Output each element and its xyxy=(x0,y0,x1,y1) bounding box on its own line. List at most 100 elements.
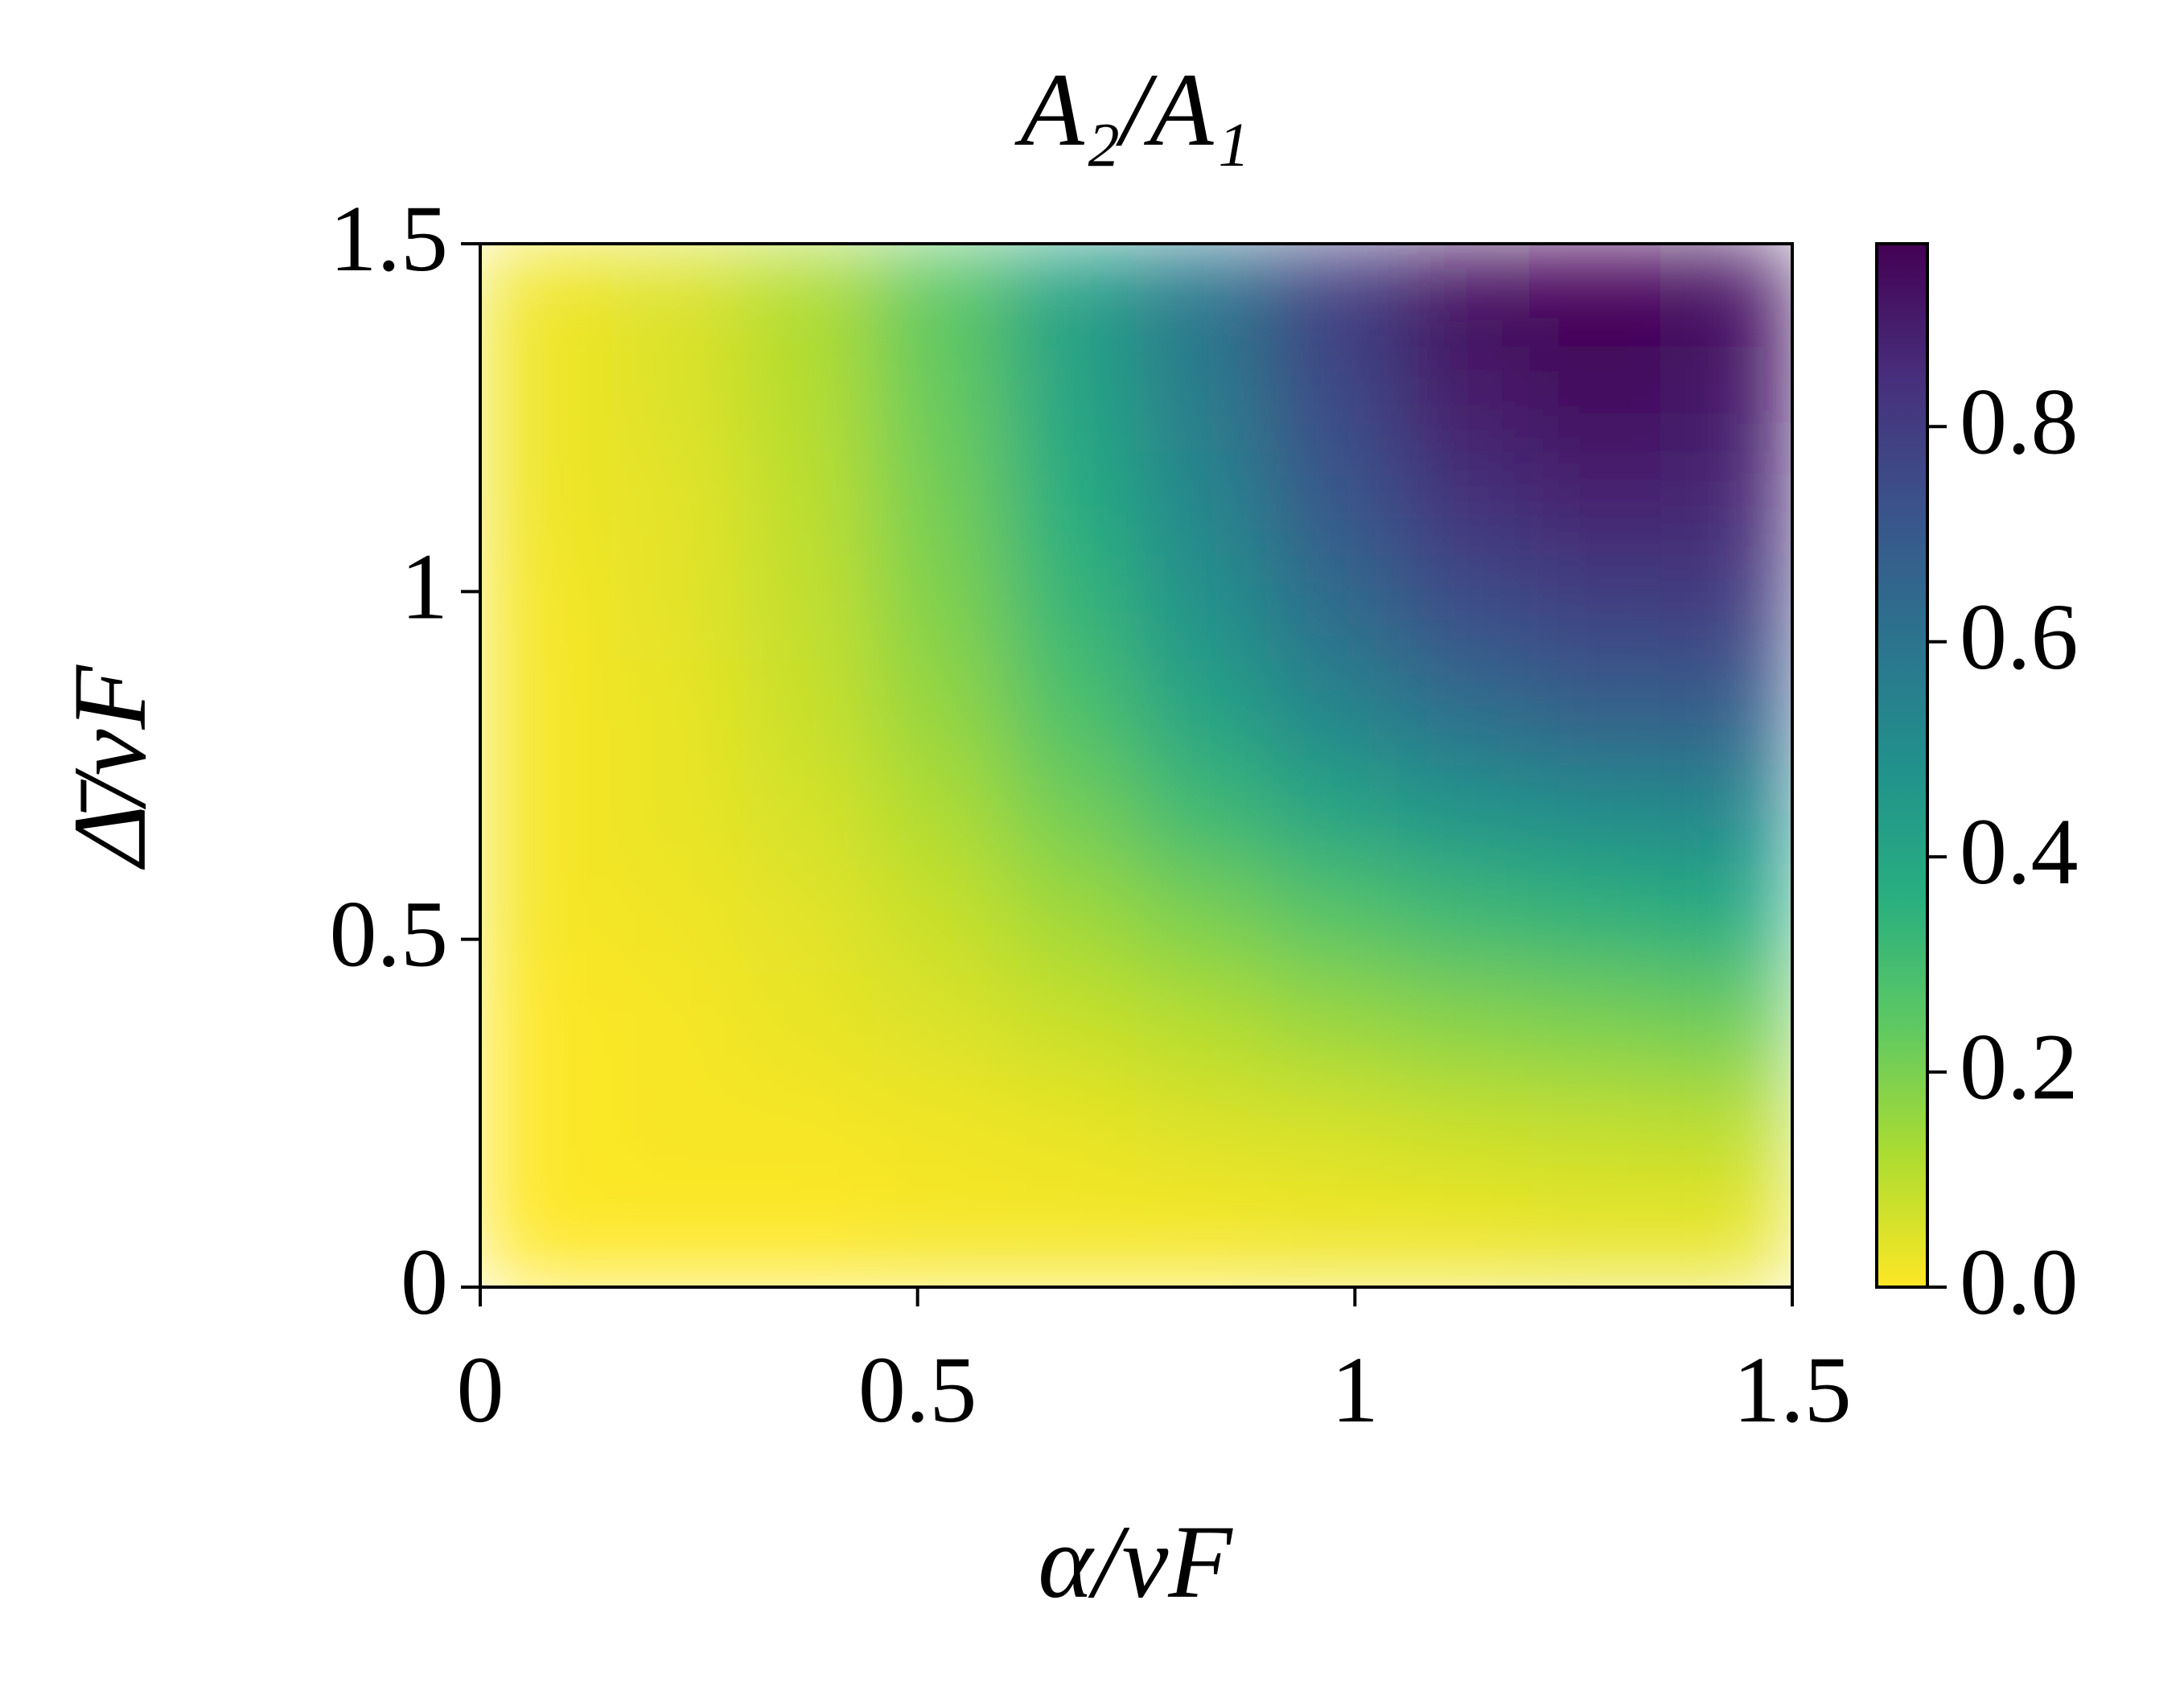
heatmap-cell xyxy=(742,347,875,454)
heatmap-cell xyxy=(1397,556,1531,662)
heatmap-cell xyxy=(611,347,744,454)
heatmap-cell xyxy=(1266,556,1400,662)
heatmap-cell xyxy=(1266,660,1400,767)
heatmap-cell xyxy=(1004,869,1137,975)
heatmap-cell xyxy=(873,1182,1006,1287)
colorbar-tick-label: 0.6 xyxy=(1960,584,2079,689)
y-tick-label: 1.5 xyxy=(330,186,449,291)
colorbar-tick-label: 0.2 xyxy=(1960,1014,2079,1120)
heatmap-cell xyxy=(480,556,613,662)
x-tick-label: 0 xyxy=(457,1337,504,1442)
heatmap-cell xyxy=(742,660,875,767)
heatmap-cell xyxy=(873,347,1006,454)
heatmap-cell xyxy=(873,451,1006,558)
heatmap-cell xyxy=(873,556,1006,662)
heatmap-cell xyxy=(1266,1077,1400,1184)
colorbar xyxy=(1875,242,1929,1289)
heatmap-cell xyxy=(1397,347,1531,454)
heatmap-cell xyxy=(1528,764,1662,871)
heatmap xyxy=(480,244,1792,1287)
heatmap-cell xyxy=(611,660,744,767)
heatmap-cell xyxy=(873,244,1006,349)
heatmap-cell xyxy=(1528,660,1662,767)
y-tick-label: 1 xyxy=(401,533,448,639)
heatmap-cell xyxy=(1266,973,1400,1080)
heatmap-cell xyxy=(742,1077,875,1184)
heatmap-cell xyxy=(1660,347,1792,454)
heatmap-cell xyxy=(1004,1182,1137,1287)
heatmap-cell xyxy=(1135,869,1269,975)
heatmap-cell xyxy=(1528,347,1662,454)
heatmap-cell xyxy=(1397,869,1531,975)
heatmap-cell xyxy=(1266,869,1400,975)
heatmap-cell xyxy=(742,556,875,662)
heatmap-cell xyxy=(1266,451,1400,558)
heatmap-cell xyxy=(1004,1077,1137,1184)
x-tick-label: 1 xyxy=(1331,1337,1379,1442)
heatmap-cell xyxy=(742,973,875,1080)
heatmap-cell xyxy=(1528,973,1662,1080)
heatmap-cell xyxy=(1135,347,1269,454)
heatmap-cell xyxy=(1004,973,1137,1080)
heatmap-cell xyxy=(1660,764,1792,871)
heatmap-cell xyxy=(1397,244,1531,349)
x-tick-label: 1.5 xyxy=(1733,1337,1852,1442)
heatmap-cell xyxy=(1397,764,1531,871)
heatmap-cell xyxy=(1135,660,1269,767)
heatmap-cell xyxy=(873,869,1006,975)
heatmap-cell xyxy=(1266,1182,1400,1287)
heatmap-cell xyxy=(1135,556,1269,662)
heatmap-cell xyxy=(1004,556,1137,662)
heatmap-cell xyxy=(742,244,875,349)
heatmap-cell xyxy=(611,451,744,558)
y-axis-label: Δ̄/vF xyxy=(52,664,168,870)
heatmap-cell xyxy=(611,1077,744,1184)
heatmap-cell xyxy=(1397,451,1531,558)
heatmap-cell xyxy=(611,244,744,349)
heatmap-cell xyxy=(1135,1182,1269,1287)
heatmap-cell xyxy=(1660,973,1792,1080)
heatmap-cell xyxy=(1660,1077,1792,1184)
heatmap-cell xyxy=(480,451,613,558)
heatmap-cell xyxy=(1660,1182,1792,1287)
heatmap-cell xyxy=(1135,1077,1269,1184)
heatmap-cell xyxy=(742,764,875,871)
heatmap-cell xyxy=(1004,347,1137,454)
heatmap-cell xyxy=(742,1182,875,1287)
heatmap-cell xyxy=(1004,660,1137,767)
heatmap-cell xyxy=(1660,244,1792,349)
plot-frame xyxy=(479,242,1794,1289)
x-axis-label: α/vF xyxy=(1038,1504,1233,1620)
heatmap-cell xyxy=(1004,244,1137,349)
heatmap-cell xyxy=(1660,556,1792,662)
heatmap-cell xyxy=(480,869,613,975)
heatmap-cell xyxy=(873,764,1006,871)
heatmap-cell xyxy=(1528,451,1662,558)
y-tick-label: 0 xyxy=(401,1229,448,1335)
heatmap-cell xyxy=(1004,451,1137,558)
chart-title: A₂/A₁ xyxy=(1014,52,1249,168)
heatmap-cell xyxy=(1660,869,1792,975)
heatmap-cell xyxy=(1397,660,1531,767)
heatmap-cell xyxy=(480,764,613,871)
y-tick-label: 0.5 xyxy=(330,882,449,987)
heatmap-cell xyxy=(1397,973,1531,1080)
heatmap-cell xyxy=(873,973,1006,1080)
heatmap-cell xyxy=(611,1182,744,1287)
heatmap-cell xyxy=(1397,1077,1531,1184)
heatmap-cell xyxy=(1266,764,1400,871)
heatmap-cell xyxy=(1528,1182,1662,1287)
heatmap-cell xyxy=(1660,451,1792,558)
heatmap-cell xyxy=(611,973,744,1080)
heatmap-cell xyxy=(1135,973,1269,1080)
heatmap-cell xyxy=(480,1182,613,1287)
heatmap-cell xyxy=(1528,556,1662,662)
heatmap-cell xyxy=(873,660,1006,767)
heatmap-cell xyxy=(1528,1077,1662,1184)
heatmap-cell xyxy=(742,451,875,558)
heatmap-cell xyxy=(611,869,744,975)
heatmap-cell xyxy=(611,764,744,871)
heatmap-cell xyxy=(742,869,875,975)
heatmap-cell xyxy=(611,556,744,662)
